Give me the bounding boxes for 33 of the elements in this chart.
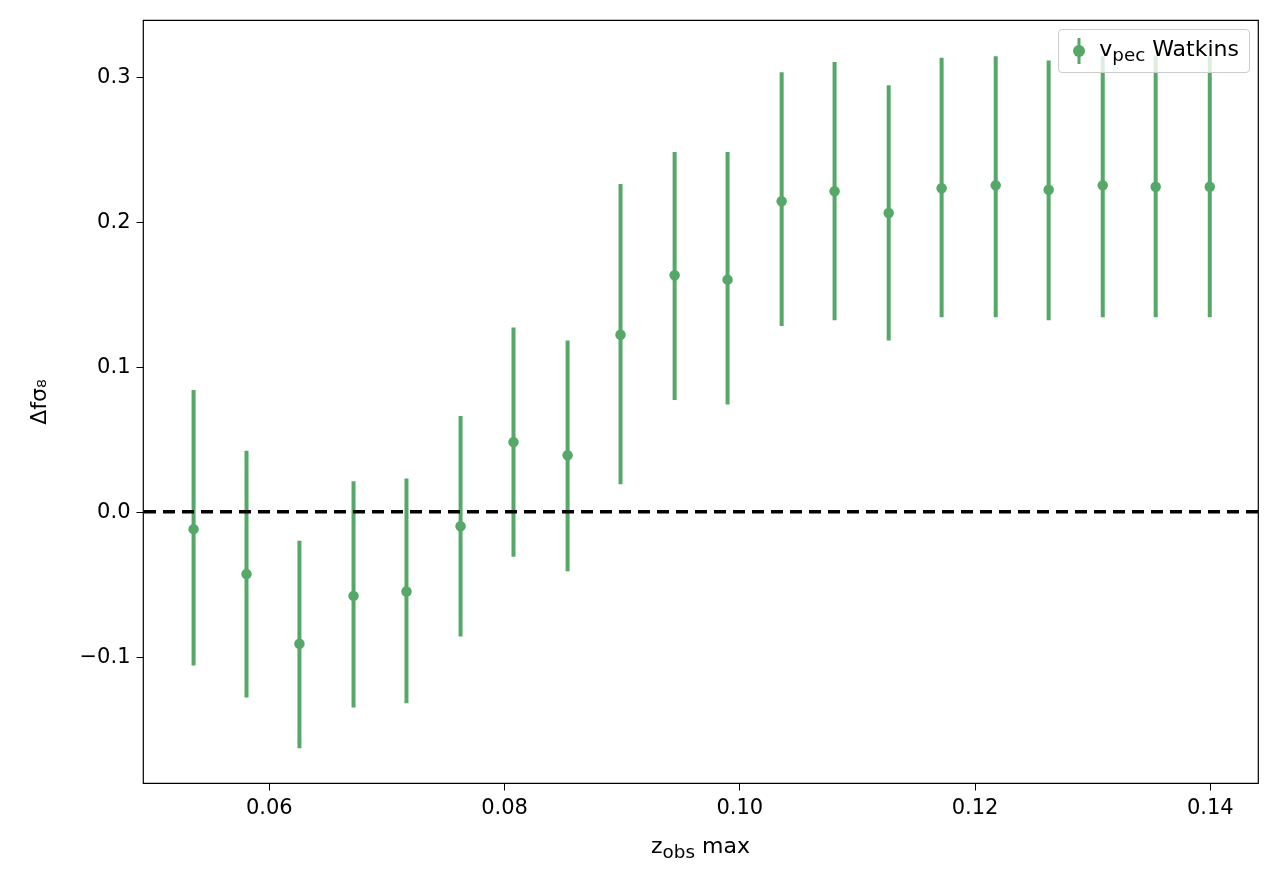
x-tick-label: 0.14 — [1186, 794, 1234, 819]
point — [348, 590, 359, 602]
point — [776, 196, 787, 207]
point — [883, 207, 894, 219]
point — [1043, 184, 1054, 195]
point — [829, 185, 840, 197]
point — [562, 449, 573, 461]
point — [1204, 181, 1216, 193]
x-tick-label: 0.10 — [716, 794, 764, 819]
point — [669, 270, 680, 281]
x-tick-label: 0.06 — [245, 794, 293, 819]
y-tick-label: −0.1 — [79, 644, 131, 669]
point — [936, 183, 947, 194]
point — [508, 436, 519, 448]
x-tick-label: 0.08 — [481, 794, 528, 819]
x-axis-title: z$_{obs}$ max — [651, 833, 750, 863]
y-tick-label: 0.2 — [97, 209, 131, 234]
y-tick-label: 0.3 — [97, 64, 131, 89]
x-tick-label: 0.12 — [951, 794, 999, 819]
point — [455, 521, 466, 532]
point — [188, 523, 199, 535]
point — [294, 638, 305, 649]
point — [401, 586, 412, 597]
y-axis-title: Δfσ₈ — [25, 378, 51, 425]
point — [990, 180, 1001, 191]
point — [241, 568, 252, 580]
point — [1150, 181, 1161, 193]
legend-label: v$_{pec}$ Watkins — [1099, 36, 1239, 66]
point — [615, 329, 626, 341]
point — [722, 274, 733, 285]
y-tick-label: 0.0 — [97, 499, 131, 524]
point — [1097, 180, 1108, 191]
y-tick-label: 0.1 — [97, 354, 131, 379]
